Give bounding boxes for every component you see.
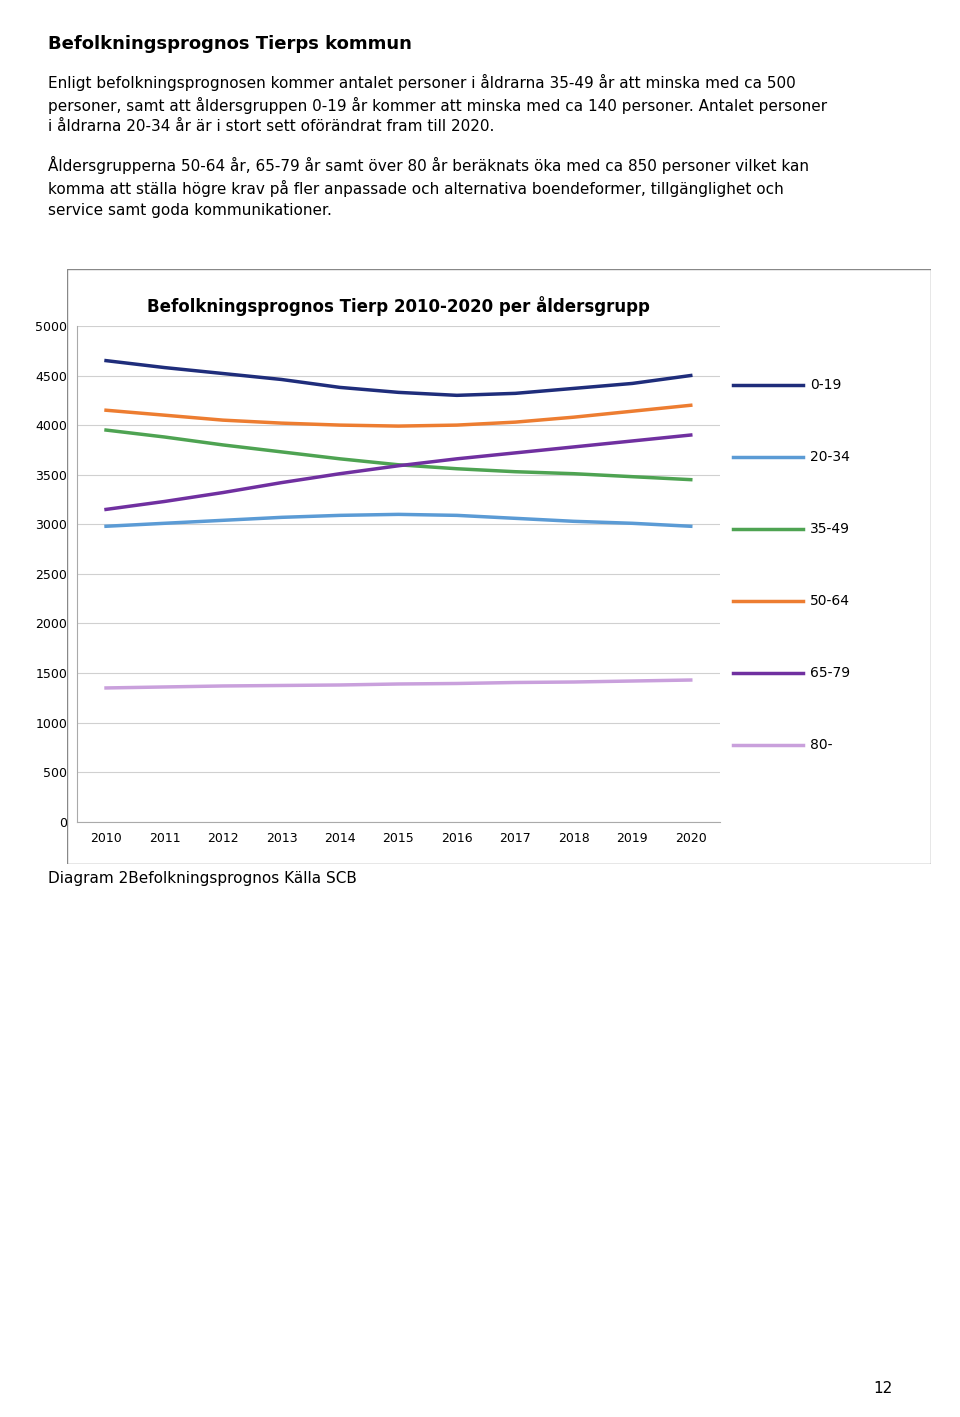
80-: [451, 674, 463, 691]
50-64: [568, 408, 580, 425]
20-34: [451, 507, 463, 524]
50-64: [393, 418, 404, 435]
0-19: [158, 359, 170, 376]
80-: [158, 679, 170, 696]
35-49: [393, 456, 404, 473]
20-34: [568, 513, 580, 530]
Text: 80-: 80-: [810, 738, 832, 752]
0-19: [393, 384, 404, 401]
50-64: [334, 417, 346, 434]
0-19: [685, 367, 697, 384]
0-19: [451, 387, 463, 404]
80-: [685, 672, 697, 689]
80-: [510, 674, 521, 691]
65-79: [100, 502, 111, 519]
0-19: [100, 353, 111, 370]
Line: 80-: 80-: [106, 680, 691, 689]
65-79: [276, 475, 287, 492]
65-79: [393, 458, 404, 475]
0-19: [217, 366, 228, 383]
20-34: [627, 514, 638, 531]
Text: Befolkningsprognos Tierps kommun: Befolkningsprognos Tierps kommun: [48, 35, 412, 54]
65-79: [217, 485, 228, 502]
65-79: [451, 451, 463, 468]
Line: 50-64: 50-64: [106, 405, 691, 427]
Line: 0-19: 0-19: [106, 361, 691, 395]
80-: [217, 677, 228, 694]
35-49: [276, 444, 287, 461]
35-49: [568, 465, 580, 482]
Text: 12: 12: [874, 1380, 893, 1396]
80-: [393, 676, 404, 693]
Text: 20-34: 20-34: [810, 451, 851, 465]
Text: 35-49: 35-49: [810, 523, 851, 536]
0-19: [627, 376, 638, 393]
35-49: [685, 470, 697, 487]
50-64: [158, 407, 170, 424]
Line: 65-79: 65-79: [106, 435, 691, 510]
Text: 50-64: 50-64: [810, 594, 851, 608]
Line: 20-34: 20-34: [106, 514, 691, 526]
20-34: [510, 510, 521, 527]
Text: 65-79: 65-79: [810, 666, 851, 680]
35-49: [100, 422, 111, 439]
0-19: [568, 380, 580, 397]
Text: Åldersgrupperna 50-64 år, 65-79 år samt över 80 år beräknats öka med ca 850 pers: Åldersgrupperna 50-64 år, 65-79 år samt …: [48, 156, 809, 218]
35-49: [217, 436, 228, 453]
65-79: [334, 465, 346, 482]
50-64: [217, 411, 228, 428]
80-: [334, 676, 346, 693]
0-19: [510, 385, 521, 402]
20-34: [334, 507, 346, 524]
Text: Enligt befolkningsprognosen kommer antalet personer i åldrarna 35-49 år att mins: Enligt befolkningsprognosen kommer antal…: [48, 74, 828, 135]
20-34: [685, 517, 697, 534]
Text: Diagram 2Befolkningsprognos Källa SCB: Diagram 2Befolkningsprognos Källa SCB: [48, 871, 357, 887]
50-64: [627, 402, 638, 419]
65-79: [510, 445, 521, 462]
20-34: [276, 509, 287, 526]
Line: 35-49: 35-49: [106, 431, 691, 479]
35-49: [451, 461, 463, 478]
0-19: [276, 371, 287, 388]
65-79: [568, 438, 580, 455]
65-79: [685, 427, 697, 444]
50-64: [276, 415, 287, 432]
80-: [276, 677, 287, 694]
80-: [568, 673, 580, 690]
50-64: [685, 397, 697, 414]
35-49: [158, 428, 170, 445]
20-34: [393, 506, 404, 523]
80-: [627, 673, 638, 690]
50-64: [451, 417, 463, 434]
80-: [100, 680, 111, 697]
35-49: [627, 468, 638, 485]
20-34: [217, 512, 228, 529]
20-34: [100, 517, 111, 534]
35-49: [334, 451, 346, 468]
65-79: [158, 493, 170, 510]
65-79: [627, 432, 638, 449]
50-64: [100, 402, 111, 419]
0-19: [334, 378, 346, 395]
20-34: [158, 514, 170, 531]
Text: 0-19: 0-19: [810, 378, 842, 393]
35-49: [510, 463, 521, 480]
Title: Befolkningsprognos Tierp 2010-2020 per åldersgrupp: Befolkningsprognos Tierp 2010-2020 per å…: [147, 296, 650, 316]
50-64: [510, 414, 521, 431]
